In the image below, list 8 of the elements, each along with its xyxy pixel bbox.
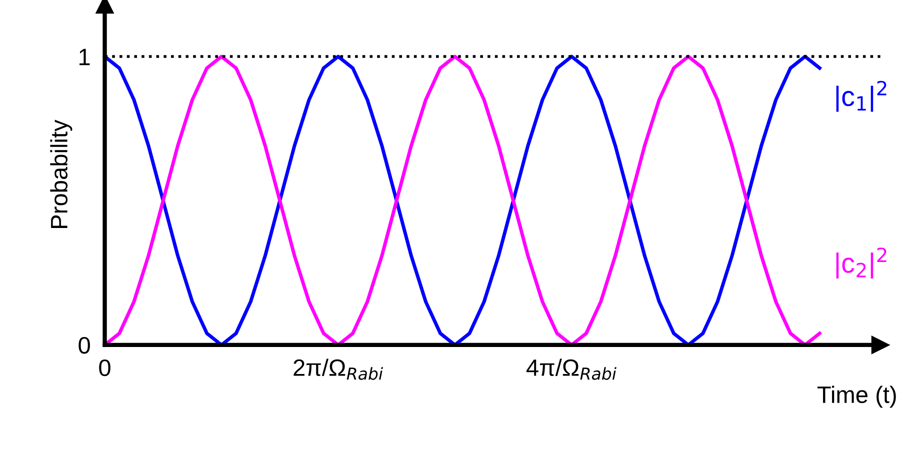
x-tick-label: 0 (99, 359, 110, 376)
x-tick-label: 4π/Ω$_{Rabi}$ (526, 358, 616, 380)
x-axis-title: Time (t) (817, 386, 896, 408)
y-tick-label: 1 (80, 48, 90, 66)
x-tick-label: 2π/Ω$_{Rabi}$ (294, 358, 383, 380)
series-label: |c$_{1}$|$^{2}$ (836, 80, 886, 112)
y-axis-title: Probability (50, 120, 72, 228)
text: |c$_{2}$|$^{2}$ (836, 248, 886, 279)
